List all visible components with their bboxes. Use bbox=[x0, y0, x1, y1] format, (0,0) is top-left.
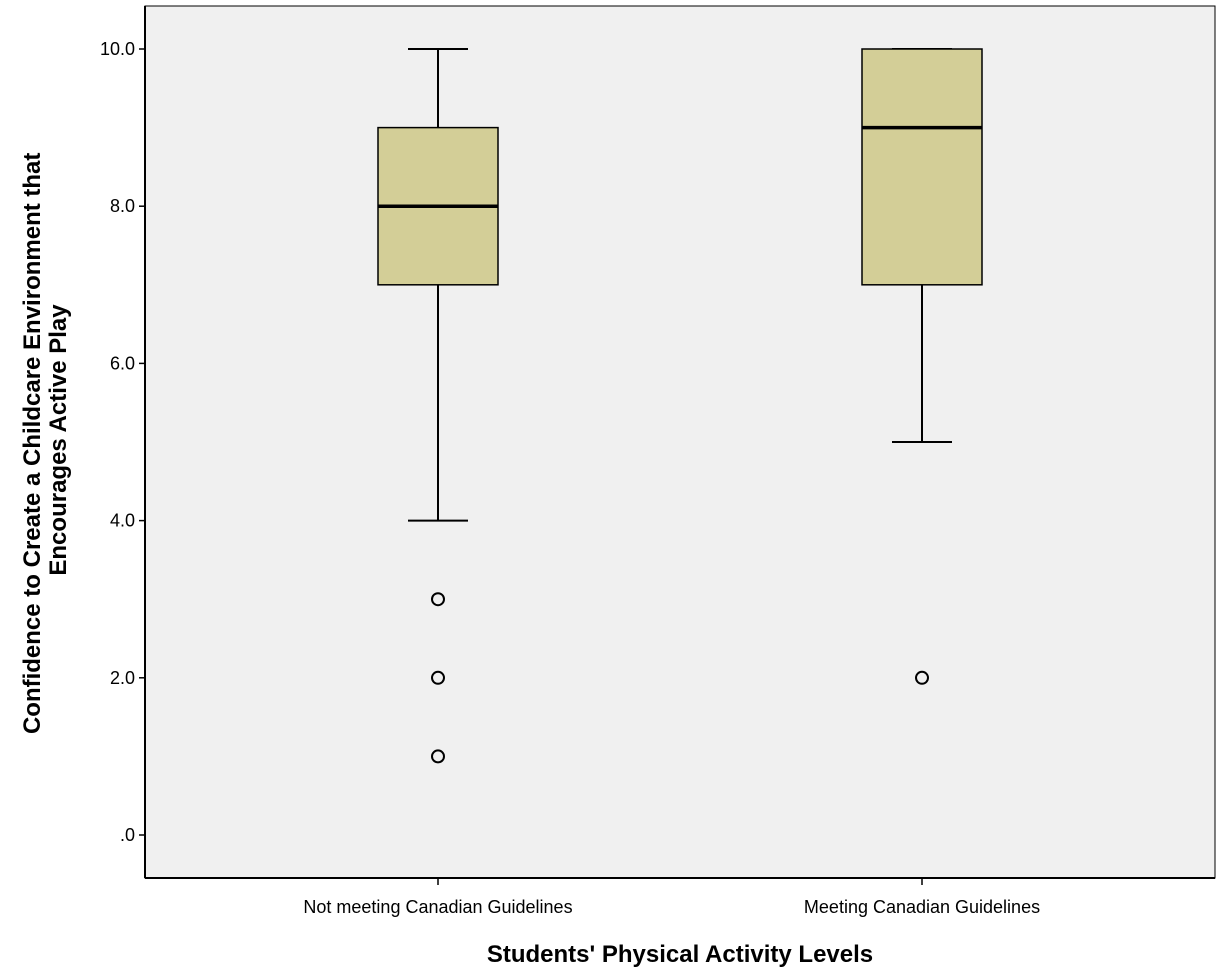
y-tick-label: 6.0 bbox=[110, 353, 135, 373]
outlier-point bbox=[431, 592, 445, 607]
iqr-box bbox=[861, 48, 983, 286]
axes: .0 2.0 4.0 6.0 8.0 10.0 Not meeting Canadian G… bbox=[100, 6, 1215, 917]
y-tick-label: 10.0 bbox=[100, 39, 135, 59]
y-tick-label: .0 bbox=[120, 825, 135, 845]
outlier-point bbox=[915, 670, 929, 685]
outlier-point bbox=[431, 749, 445, 764]
boxes bbox=[377, 48, 983, 764]
y-axis-title-line-1: Confidence to Create a Childcare Environ… bbox=[19, 153, 46, 734]
y-axis-title-line-2: Encourages Active Play bbox=[45, 304, 72, 576]
box-1 bbox=[377, 48, 499, 764]
y-tick-label: 2.0 bbox=[110, 668, 135, 688]
y-tick-label: 4.0 bbox=[110, 511, 135, 531]
plot-area bbox=[144, 5, 1216, 879]
y-axis-title: Confidence to Create a Childcare Environ… bbox=[19, 146, 72, 734]
x-category-label: Meeting Canadian Guidelines bbox=[804, 897, 1040, 917]
box-2 bbox=[861, 48, 983, 685]
y-tick-label: 8.0 bbox=[110, 196, 135, 216]
outlier-point bbox=[431, 670, 445, 685]
x-category-label: Not meeting Canadian Guidelines bbox=[303, 897, 572, 917]
x-axis-title: Students' Physical Activity Levels bbox=[487, 941, 873, 968]
